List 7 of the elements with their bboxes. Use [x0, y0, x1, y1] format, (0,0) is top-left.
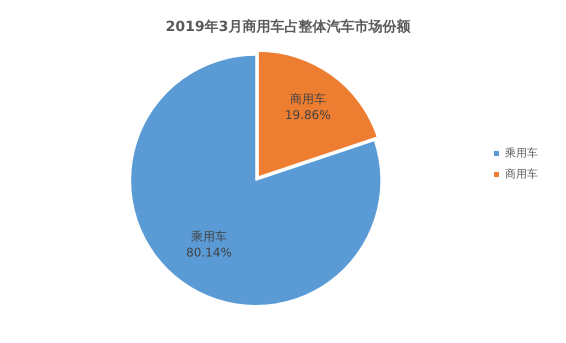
slice-label: 商用车 [290, 92, 326, 106]
data-label: 80.14% [186, 246, 232, 260]
chart-title: 2019年3月商用车占整体汽车市场份额 [166, 18, 412, 36]
data-label: 19.86% [284, 108, 331, 122]
legend-label: 商用车 [505, 167, 538, 180]
slice-label: 乘用车 [190, 230, 227, 244]
legend-label: 乘用车 [505, 146, 538, 160]
